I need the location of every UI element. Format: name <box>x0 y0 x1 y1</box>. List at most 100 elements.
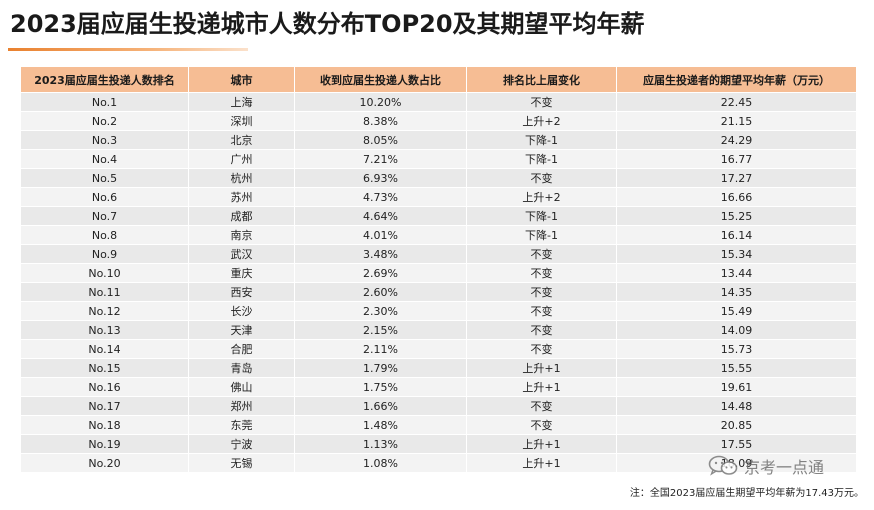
watermark: 京考一点通 <box>708 453 824 479</box>
header-share: 收到应届生投递人数占比 <box>294 66 467 93</box>
change-cell: 上升+1 <box>466 377 617 397</box>
salary-cell: 14.48 <box>616 396 857 416</box>
change-cell: 不变 <box>466 263 617 283</box>
rank-cell: No.2 <box>20 111 189 131</box>
share-cell: 4.01% <box>294 225 467 245</box>
rank-cell: No.16 <box>20 377 189 397</box>
city-cell: 宁波 <box>188 434 295 454</box>
salary-cell: 15.49 <box>616 301 857 321</box>
change-cell: 不变 <box>466 301 617 321</box>
rank-cell: No.9 <box>20 244 189 264</box>
wechat-icon <box>708 455 738 476</box>
city-cell: 郑州 <box>188 396 295 416</box>
header-city: 城市 <box>188 66 295 93</box>
change-cell: 上升+2 <box>466 111 617 131</box>
table-row: No.7 成都 4.64% 下降-1 15.25 <box>20 206 857 226</box>
city-cell: 广州 <box>188 149 295 169</box>
table-row: No.17 郑州 1.66% 不变 14.48 <box>20 396 857 416</box>
share-cell: 1.08% <box>294 453 467 473</box>
change-cell: 不变 <box>466 92 617 112</box>
change-cell: 上升+1 <box>466 358 617 378</box>
table-row: No.8 南京 4.01% 下降-1 16.14 <box>20 225 857 245</box>
city-cell: 深圳 <box>188 111 295 131</box>
city-cell: 南京 <box>188 225 295 245</box>
table-row: No.13 天津 2.15% 不变 14.09 <box>20 320 857 340</box>
title-underline <box>8 48 248 51</box>
ranking-table: 2023届应届生投递人数排名 城市 收到应届生投递人数占比 排名比上届变化 应届… <box>20 66 857 473</box>
header-rank: 2023届应届生投递人数排名 <box>20 66 189 93</box>
city-cell: 佛山 <box>188 377 295 397</box>
share-cell: 1.79% <box>294 358 467 378</box>
share-cell: 2.69% <box>294 263 467 283</box>
share-cell: 2.30% <box>294 301 467 321</box>
rank-cell: No.18 <box>20 415 189 435</box>
salary-cell: 16.14 <box>616 225 857 245</box>
city-cell: 武汉 <box>188 244 295 264</box>
share-cell: 1.13% <box>294 434 467 454</box>
rank-cell: No.13 <box>20 320 189 340</box>
salary-cell: 14.35 <box>616 282 857 302</box>
rank-cell: No.20 <box>20 453 189 473</box>
salary-cell: 24.29 <box>616 130 857 150</box>
city-cell: 无锡 <box>188 453 295 473</box>
rank-cell: No.3 <box>20 130 189 150</box>
header-salary: 应届生投递者的期望平均年薪（万元） <box>616 66 857 93</box>
salary-cell: 17.55 <box>616 434 857 454</box>
change-cell: 下降-1 <box>466 225 617 245</box>
rank-cell: No.6 <box>20 187 189 207</box>
table-row: No.10 重庆 2.69% 不变 13.44 <box>20 263 857 283</box>
watermark-text: 京考一点通 <box>744 458 825 477</box>
salary-cell: 15.73 <box>616 339 857 359</box>
salary-cell: 14.09 <box>616 320 857 340</box>
change-cell: 不变 <box>466 339 617 359</box>
salary-cell: 16.77 <box>616 149 857 169</box>
share-cell: 7.21% <box>294 149 467 169</box>
rank-cell: No.15 <box>20 358 189 378</box>
salary-cell: 19.61 <box>616 377 857 397</box>
change-cell: 下降-1 <box>466 206 617 226</box>
city-cell: 成都 <box>188 206 295 226</box>
rank-cell: No.7 <box>20 206 189 226</box>
table-row: No.20 无锡 1.08% 上升+1 18.09 <box>20 453 857 473</box>
table-row: No.9 武汉 3.48% 不变 15.34 <box>20 244 857 264</box>
salary-cell: 20.85 <box>616 415 857 435</box>
share-cell: 2.60% <box>294 282 467 302</box>
share-cell: 1.48% <box>294 415 467 435</box>
rank-cell: No.19 <box>20 434 189 454</box>
share-cell: 4.64% <box>294 206 467 226</box>
change-cell: 不变 <box>466 282 617 302</box>
salary-cell: 17.27 <box>616 168 857 188</box>
rank-cell: No.10 <box>20 263 189 283</box>
rank-cell: No.12 <box>20 301 189 321</box>
salary-cell: 22.45 <box>616 92 857 112</box>
city-cell: 北京 <box>188 130 295 150</box>
table-row: No.11 西安 2.60% 不变 14.35 <box>20 282 857 302</box>
salary-cell: 16.66 <box>616 187 857 207</box>
table-row: No.18 东莞 1.48% 不变 20.85 <box>20 415 857 435</box>
city-cell: 上海 <box>188 92 295 112</box>
table-row: No.1 上海 10.20% 不变 22.45 <box>20 92 857 112</box>
share-cell: 6.93% <box>294 168 467 188</box>
table-row: No.3 北京 8.05% 下降-1 24.29 <box>20 130 857 150</box>
change-cell: 上升+1 <box>466 453 617 473</box>
salary-cell: 15.55 <box>616 358 857 378</box>
rank-cell: No.1 <box>20 92 189 112</box>
salary-cell: 15.34 <box>616 244 857 264</box>
city-cell: 合肥 <box>188 339 295 359</box>
table-row: No.12 长沙 2.30% 不变 15.49 <box>20 301 857 321</box>
city-cell: 长沙 <box>188 301 295 321</box>
salary-cell: 21.15 <box>616 111 857 131</box>
city-cell: 天津 <box>188 320 295 340</box>
change-cell: 上升+1 <box>466 434 617 454</box>
salary-cell: 13.44 <box>616 263 857 283</box>
city-cell: 东莞 <box>188 415 295 435</box>
change-cell: 下降-1 <box>466 149 617 169</box>
table-row: No.16 佛山 1.75% 上升+1 19.61 <box>20 377 857 397</box>
page-title: 2023届应届生投递城市人数分布TOP20及其期望平均年薪 <box>10 10 645 38</box>
share-cell: 10.20% <box>294 92 467 112</box>
city-cell: 杭州 <box>188 168 295 188</box>
share-cell: 8.38% <box>294 111 467 131</box>
rank-cell: No.11 <box>20 282 189 302</box>
salary-cell: 18.09 <box>616 453 857 473</box>
footnote: 注：全国2023届应届生期望平均年薪为17.43万元。 <box>629 488 864 499</box>
